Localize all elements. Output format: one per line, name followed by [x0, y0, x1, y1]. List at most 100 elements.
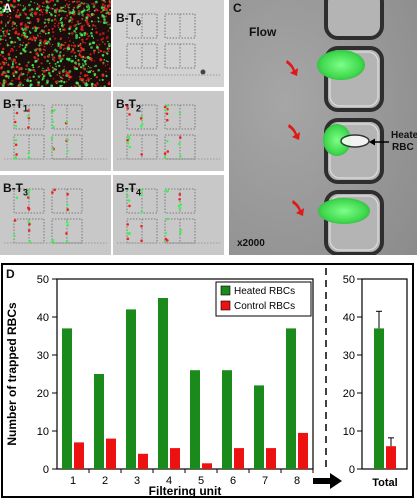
fluorescent-cell-dot [12, 0, 16, 3]
fluorescent-cell-dot [0, 20, 3, 23]
fluorescent-cell-dot [17, 37, 20, 40]
fluorescent-cell-dot [51, 70, 55, 73]
trapped-cell-dot [65, 120, 69, 123]
fluorescent-cell-dot [30, 0, 32, 3]
fluorescent-cell-dot [5, 59, 8, 62]
fluorescent-cell-dot [61, 17, 63, 19]
trapped-cell-dot [126, 187, 130, 191]
fluorescent-cell-dot [29, 51, 32, 54]
fluorescent-cell-dot [13, 1, 15, 3]
trapped-cell-dot [27, 207, 31, 211]
fluorescent-cell-dot [81, 13, 84, 17]
fluorescent-cell-dot [8, 19, 11, 22]
trapped-cell-dot [51, 147, 54, 151]
fluorescent-cell-dot [68, 32, 71, 35]
fluorescent-cell-dot [83, 24, 86, 26]
fluorescent-cell-dot [13, 46, 16, 48]
fluorescent-cell-dot [64, 74, 67, 77]
fluorescent-cell-dot [9, 82, 12, 86]
fluorescent-cell-dot [96, 39, 99, 41]
fluorescent-cell-dot [59, 46, 63, 50]
fluorescent-cell-dot [87, 3, 89, 6]
fluorescent-cell-dot [62, 44, 65, 47]
trapped-cell-dot [15, 111, 19, 115]
fluorescent-cell-dot [13, 27, 16, 30]
fluorescent-cell-dot [68, 0, 70, 3]
fluorescent-cell-dot [82, 10, 84, 12]
panel-a-dot-field [0, 0, 111, 87]
fluorescent-cell-dot [67, 9, 70, 12]
fluorescent-cell-dot [106, 36, 109, 39]
panel-b-t3-label: B-T3 [3, 181, 28, 197]
fluorescent-cell-dot [35, 7, 39, 11]
fluorescent-cell-dot [81, 47, 85, 51]
fluorescent-cell-dot [23, 34, 26, 37]
trapped-cell-dot [66, 203, 69, 206]
fluorescent-cell-dot [54, 22, 56, 25]
fluorescent-cell-dot [28, 9, 32, 12]
fluorescent-cell-dot [38, 13, 42, 16]
fluorescent-cell-dot [68, 79, 70, 81]
fluorescent-cell-dot [14, 70, 18, 74]
green-rbc-3 [318, 198, 370, 224]
fluorescent-cell-dot [38, 9, 41, 12]
fluorescent-cell-dot [2, 47, 5, 51]
fluorescent-cell-dot [69, 3, 71, 5]
fluorescent-cell-dot [52, 78, 55, 80]
fluorescent-cell-dot [88, 43, 91, 46]
fluorescent-cell-dot [74, 51, 77, 54]
fluorescent-cell-dot [108, 8, 111, 12]
panel-b-t3-label-main: B-T [3, 181, 23, 195]
fluorescent-cell-dot [98, 43, 101, 46]
fluorescent-cell-dot [32, 66, 35, 69]
fluorescent-cell-dot [57, 79, 59, 82]
fluorescent-cell-dot [39, 74, 42, 77]
fluorescent-cell-dot [33, 12, 37, 15]
fluorescent-cell-dot [70, 31, 74, 35]
fluorescent-cell-dot [17, 77, 21, 81]
fluorescent-cell-dot [56, 74, 59, 76]
fluorescent-cell-dot [12, 28, 14, 30]
panel-b-t3-label-sub: 3 [23, 187, 29, 198]
fluorescent-cell-dot [24, 24, 27, 28]
fluorescent-cell-dot [46, 59, 49, 63]
fluorescent-cell-dot [81, 78, 84, 81]
fluorescent-cell-dot [40, 52, 43, 55]
fluorescent-cell-dot [79, 22, 81, 24]
fluorescent-cell-dot [22, 84, 25, 87]
fluorescent-cell-dot [59, 84, 62, 87]
fluorescent-cell-dot [58, 56, 61, 60]
trapped-cell-dot [177, 204, 181, 208]
fluorescent-cell-dot [77, 58, 80, 61]
fluorescent-cell-dot [33, 2, 36, 4]
fluorescent-cell-dot [61, 57, 64, 61]
fluorescent-cell-dot [3, 5, 6, 7]
trapped-cell-dot [163, 155, 167, 159]
fluorescent-cell-dot [21, 33, 24, 37]
fluorescent-cell-dot [0, 38, 2, 41]
fluorescent-cell-dot [2, 55, 4, 58]
fluorescent-cell-dot [60, 11, 63, 13]
fluorescent-cell-dot [85, 32, 89, 36]
fluorescent-cell-dot [14, 41, 17, 44]
fluorescent-cell-dot [3, 57, 7, 61]
fluorescent-cell-dot [66, 14, 69, 17]
fluorescent-cell-dot [24, 27, 27, 30]
fluorescent-cell-dot [44, 32, 47, 35]
fluorescent-cell-dot [5, 62, 8, 64]
fluorescent-cell-dot [69, 40, 71, 42]
fluorescent-cell-dot [96, 44, 98, 47]
fluorescent-cell-dot [68, 6, 70, 9]
fluorescent-cell-dot [57, 44, 60, 48]
fluorescent-cell-dot [0, 29, 2, 31]
fluorescent-cell-dot [79, 77, 82, 81]
fluorescent-cell-dot [16, 11, 19, 14]
fluorescent-cell-dot [61, 69, 65, 73]
fluorescent-cell-dot [74, 61, 77, 65]
fluorescent-cell-dot [48, 17, 51, 21]
fluorescent-cell-dot [75, 23, 78, 26]
fluorescent-cell-dot [45, 83, 47, 86]
trapped-cell-dot [66, 208, 69, 211]
trapped-cell-dot [165, 139, 169, 143]
fluorescent-cell-dot [88, 24, 91, 28]
